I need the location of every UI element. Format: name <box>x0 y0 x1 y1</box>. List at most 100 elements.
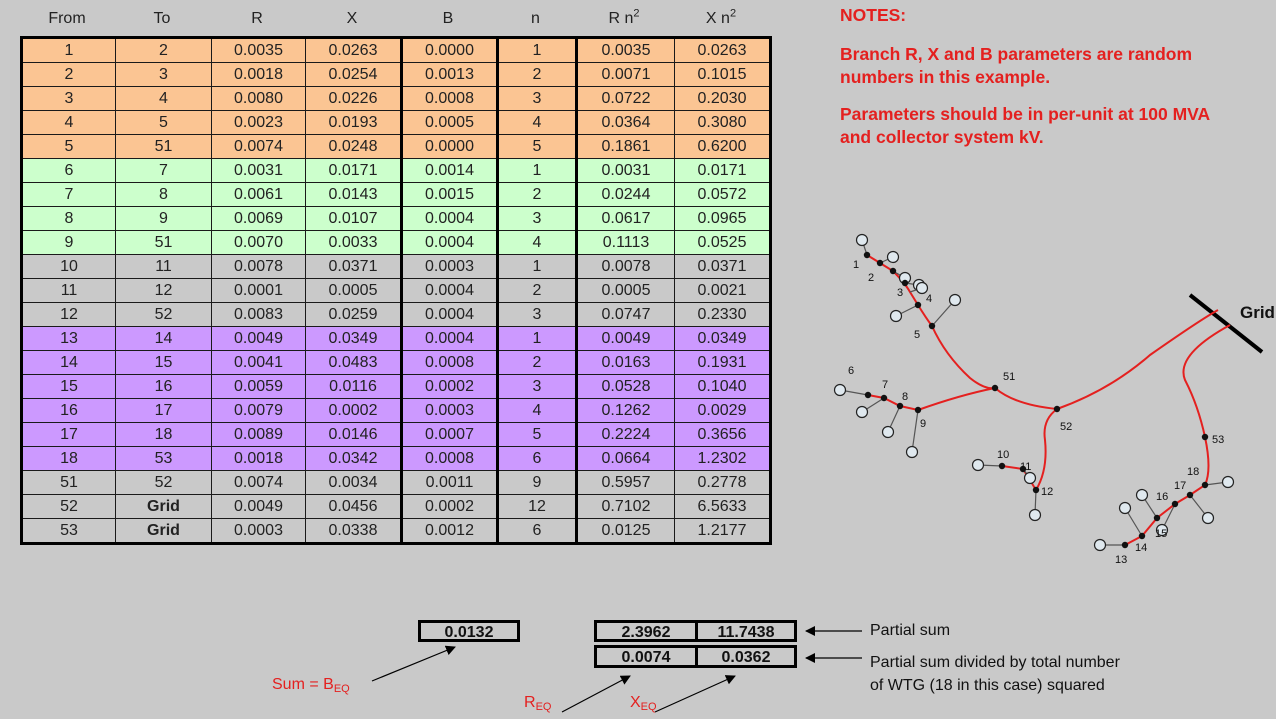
column-header: X n2 <box>705 7 737 27</box>
node-label: 11 <box>1020 461 1031 473</box>
partial-sum-divided-label-2: of WTG (18 in this case) squared <box>870 677 1105 694</box>
table-cell: 0.0070 <box>211 230 306 255</box>
table-cell: 3 <box>497 374 577 399</box>
table-cell: 0.0011 <box>400 470 499 495</box>
bus-node <box>1053 405 1061 413</box>
table-cell: 0.0083 <box>211 302 306 327</box>
node-label: 18 <box>1187 466 1199 478</box>
table-cell: 1 <box>497 326 577 351</box>
table-row: 15 16 0.0059 0.0116 0.0002 3 0.0528 0.1040 <box>21 374 771 399</box>
x-eq-arrow <box>654 675 736 713</box>
wind-turbine-icon <box>971 458 985 472</box>
table-cell: 0.0371 <box>674 254 771 279</box>
table-cell: 0.0034 <box>305 470 402 495</box>
table-row: 7 8 0.0061 0.0143 0.0015 2 0.0244 0.0572 <box>21 182 771 207</box>
x-eq-subscript: EQ <box>640 701 657 713</box>
table-cell: 0.3080 <box>674 110 771 135</box>
node-label: 2 <box>868 272 874 284</box>
table-row: 18 53 0.0018 0.0342 0.0008 6 0.0664 1.2302 <box>21 446 771 471</box>
node-label: 14 <box>1135 542 1147 554</box>
wind-turbine-icon <box>855 405 869 419</box>
table-cell: 6 <box>21 158 116 183</box>
table-cell: 7 <box>115 158 212 183</box>
node-label: 53 <box>1212 434 1224 446</box>
table-cell: 0.0089 <box>211 422 306 447</box>
node-label: 8 <box>902 391 908 403</box>
bus-node <box>1121 541 1129 549</box>
node-label: 4 <box>926 293 932 305</box>
table-cell: 6.5633 <box>674 494 771 519</box>
bus-node <box>901 279 909 287</box>
table-cell: 0.0000 <box>400 37 499 63</box>
table-cell: 2 <box>497 278 577 303</box>
table-cell: 0.0008 <box>400 446 499 471</box>
turbine-stubs <box>833 233 1235 552</box>
table-cell: 0.0012 <box>400 518 499 544</box>
wind-turbine-icon <box>881 425 895 439</box>
column-header: B <box>442 10 454 27</box>
table-cell: 5 <box>497 134 577 159</box>
node-label: 52 <box>1060 421 1072 433</box>
table-cell: 51 <box>115 230 212 255</box>
table-cell: 12 <box>21 302 116 327</box>
column-header: From <box>48 10 86 27</box>
feeder-cable <box>1056 309 1219 410</box>
table-cell: 1.2177 <box>674 518 771 544</box>
table-cell: 0.0002 <box>400 374 499 399</box>
table-cell: 52 <box>115 302 212 327</box>
table-cell: 11 <box>21 278 116 303</box>
table-cell: 0.0031 <box>211 158 306 183</box>
bus-node <box>880 394 888 402</box>
sum-beq-label: Sum = BEQ <box>272 676 350 695</box>
table-cell: 12 <box>115 278 212 303</box>
bus-node <box>1138 532 1146 540</box>
node-label: 6 <box>848 365 854 377</box>
x-eq-text: X <box>630 694 641 711</box>
impedance-table: 1 2 0.0035 0.0263 0.0000 1 0.0035 0.0263 2 3 0.001… <box>20 36 772 545</box>
table-cell: 0.0722 <box>575 86 675 111</box>
table-cell: 6 <box>497 518 577 544</box>
wind-turbine-icon <box>915 281 929 295</box>
node-label: 1 <box>853 259 859 271</box>
wind-turbine-icon <box>833 383 847 397</box>
table-cell: 0.0021 <box>674 278 771 303</box>
bus-node <box>1019 465 1027 473</box>
table-cell: 2 <box>497 182 577 207</box>
table-cell: 0.0004 <box>400 302 499 327</box>
table-cell: 11 <box>115 254 212 279</box>
table-cell: 3 <box>497 206 577 231</box>
bus-node <box>914 406 922 414</box>
table-cell: 0.0244 <box>575 182 675 207</box>
table-cell: 0.0342 <box>305 446 402 471</box>
table-cell: Grid <box>115 518 212 544</box>
table-cell: 0.7102 <box>575 494 675 519</box>
wind-turbine-icon <box>1093 538 1107 552</box>
notes-title: NOTES: <box>840 5 907 25</box>
node-label: 17 <box>1174 480 1186 492</box>
table-cell: 0.0004 <box>400 326 499 351</box>
node-label: 3 <box>897 287 903 299</box>
table-cell: 5 <box>115 110 212 135</box>
wind-turbine-icon <box>1023 471 1037 485</box>
node-label: 10 <box>997 449 1009 461</box>
bus-node <box>1171 500 1179 508</box>
x-eq-box: 0.0362 <box>695 645 797 668</box>
table-cell: 0.0146 <box>305 422 402 447</box>
node-label: 5 <box>914 329 920 341</box>
table-cell: 17 <box>21 422 116 447</box>
table-cell: 3 <box>497 86 577 111</box>
notes-panel: NOTES: Branch R, X and B parameters are … <box>840 4 1260 149</box>
feeder-cable <box>867 387 996 412</box>
wind-turbine-icon <box>889 309 903 323</box>
table-cell: 0.0001 <box>211 278 306 303</box>
table-row: 4 5 0.0023 0.0193 0.0005 4 0.0364 0.3080 <box>21 110 771 135</box>
table-cell: 0.1015 <box>674 62 771 87</box>
column-header: R n2 <box>608 7 640 27</box>
table-cell: 0.0007 <box>400 422 499 447</box>
table-row: 13 14 0.0049 0.0349 0.0004 1 0.0049 0.0349 <box>21 326 771 351</box>
table-cell: 0.0263 <box>674 37 771 63</box>
grid-bus <box>1188 293 1264 354</box>
sum-beq-subscript: EQ <box>333 683 350 695</box>
